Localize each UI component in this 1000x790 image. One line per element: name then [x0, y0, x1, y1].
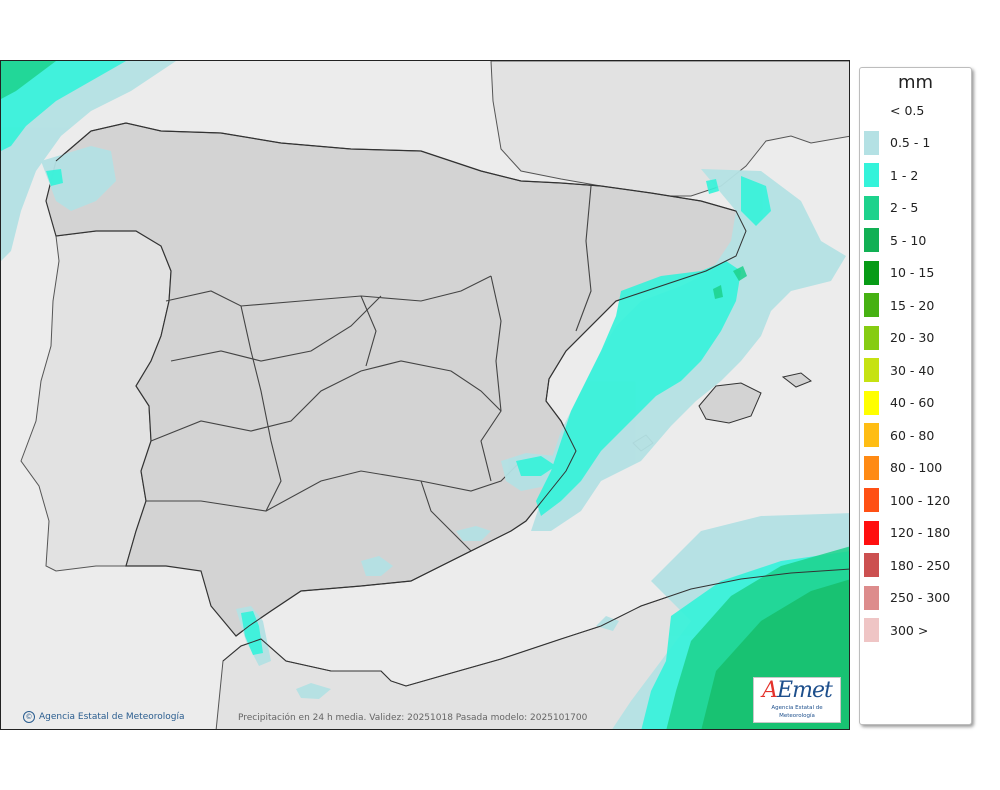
legend-swatch: [864, 163, 879, 187]
legend-label: 10 - 15: [890, 265, 935, 280]
legend-swatch: [864, 358, 879, 382]
legend-swatch: [864, 260, 879, 285]
mallorca-land: [698, 382, 762, 424]
legend-item: 1 - 2: [864, 163, 918, 187]
legend-swatch: [864, 228, 879, 252]
legend-item: 300 >: [864, 618, 928, 642]
legend-swatch: [864, 488, 879, 512]
aemet-logo: AEmet Agencia Estatal de Meteorología: [753, 677, 841, 723]
legend-swatch: [864, 455, 879, 480]
legend-item: 100 - 120: [864, 488, 950, 512]
legend-item: 120 - 180: [864, 520, 951, 545]
legend-swatch: [864, 130, 879, 155]
legend-label: 30 - 40: [890, 362, 935, 378]
legend-label: 2 - 5: [890, 200, 919, 215]
legend-label: 80 - 100: [890, 460, 943, 475]
agency-credit-text: Agencia Estatal de Meteorología: [39, 712, 185, 722]
legend-swatch: [864, 520, 879, 545]
legend-label: 60 - 80: [890, 427, 935, 443]
legend-unit: mm: [897, 72, 934, 93]
legend-item: 30 - 40: [864, 358, 934, 382]
legend-swatch: [864, 618, 879, 642]
legend-swatch: [864, 325, 879, 350]
aemet-logo-word: AEmet: [762, 678, 833, 703]
legend-label: < 0.5: [890, 102, 925, 118]
legend-item: 10 - 15: [864, 260, 935, 285]
map-canvas: [1, 61, 849, 729]
legend-label: 180 - 250: [890, 557, 951, 573]
legend-label: 120 - 180: [890, 525, 951, 540]
legend-item: 180 - 250: [864, 553, 950, 577]
agency-credit: © Agencia Estatal de Meteorología: [23, 711, 185, 723]
legend-swatch: [864, 195, 879, 220]
legend-swatch: [864, 423, 879, 447]
legend-item: 20 - 30: [864, 325, 935, 350]
legend-label: 0.5 - 1: [890, 135, 931, 150]
legend-label: 100 - 120: [890, 492, 951, 508]
precipitation-map: © Agencia Estatal de Meteorología Precip…: [0, 60, 850, 730]
legend-label: 15 - 20: [890, 297, 935, 313]
aemet-logo-sub: Agencia Estatal de Meteorología: [771, 705, 823, 719]
precipitation-legend: mm < 0.5 0.5 - 1 1 - 2 2 - 5 5 - 10 10 - 15 15…: [859, 67, 972, 725]
region-boundaries: [146, 185, 592, 552]
validity-note: Precipitación en 24 h media. Validez: 20…: [238, 713, 588, 723]
coastline: [55, 122, 849, 687]
legend-swatch: [864, 293, 879, 317]
legend-label: 300 >: [890, 622, 929, 638]
legend-swatch: [864, 390, 879, 415]
legend-label: 20 - 30: [890, 330, 935, 345]
legend-item: 15 - 20: [864, 293, 934, 317]
legend-item: 5 - 10: [864, 228, 926, 252]
legend-label: 5 - 10: [890, 232, 927, 248]
legend-item: 80 - 100: [864, 455, 943, 480]
legend-item: 40 - 60: [864, 390, 935, 415]
france-land: [490, 61, 849, 197]
copyright-icon: ©: [23, 711, 35, 723]
legend-label: 250 - 300: [890, 590, 951, 605]
legend-swatch: [864, 98, 879, 122]
legend-label: 1 - 2: [890, 167, 919, 183]
legend-item: 250 - 300: [864, 585, 951, 610]
legend-label: 40 - 60: [890, 395, 935, 410]
menorca-land: [781, 372, 812, 388]
legend-swatch: [864, 553, 879, 577]
legend-item: 0.5 - 1: [864, 130, 931, 155]
legend-item: 60 - 80: [864, 423, 934, 447]
legend-swatch: [864, 585, 879, 610]
legend-item: < 0.5: [864, 98, 924, 122]
legend-item: 2 - 5: [864, 195, 919, 220]
